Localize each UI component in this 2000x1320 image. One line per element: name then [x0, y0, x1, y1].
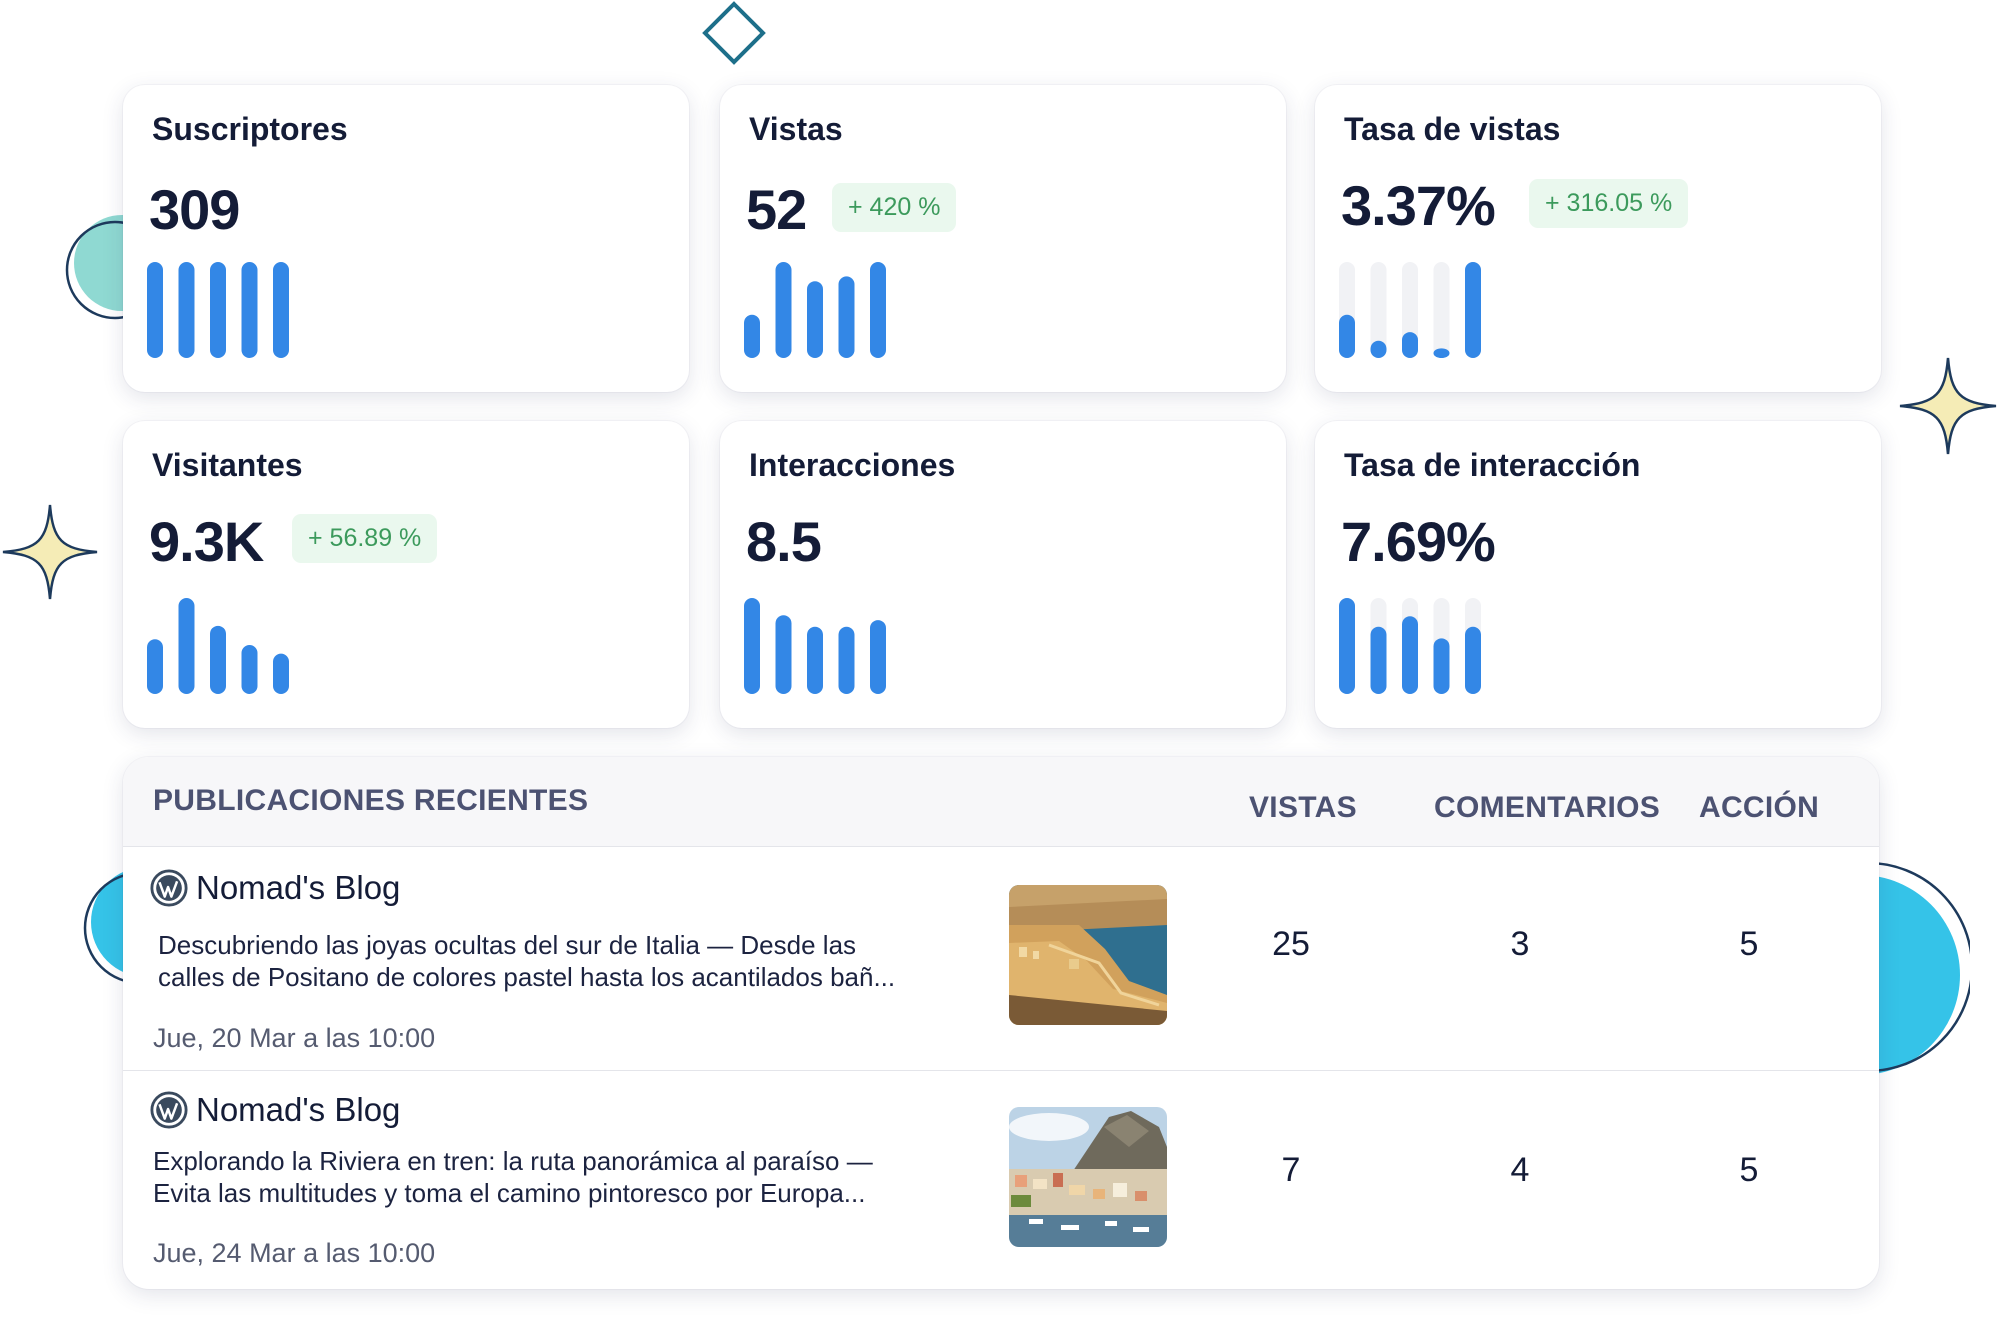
action-count[interactable]: 5 — [1739, 1151, 1759, 1189]
metric-bar — [241, 262, 258, 358]
metric-bar — [838, 276, 855, 358]
metric-title: Vistas — [749, 111, 843, 147]
metric-bar-chart — [744, 262, 886, 358]
metric-bar — [1465, 626, 1481, 694]
sparkle-icon — [2, 504, 98, 600]
comments-count: 3 — [1510, 925, 1530, 963]
post-excerpt-line: Explorando la Riviera en tren: la ruta p… — [153, 1146, 873, 1176]
header-views[interactable]: VISTAS — [1249, 791, 1357, 824]
header-comments[interactable]: COMENTARIOS — [1434, 791, 1661, 824]
metric-title: Visitantes — [152, 447, 303, 483]
metric-bar-chart — [744, 598, 886, 694]
action-count[interactable]: 5 — [1739, 925, 1759, 963]
bar-track — [1433, 262, 1450, 358]
metric-value: 9.3K — [149, 510, 264, 573]
metric-bar — [147, 262, 163, 358]
metric-bar — [807, 281, 823, 358]
post-excerpt-line: Descubriendo las joyas ocultas del sur d… — [158, 930, 857, 960]
metric-title: Tasa de interacción — [1344, 447, 1641, 483]
metric-bar — [178, 598, 195, 694]
table-row[interactable]: Nomad's Blog Descubriendo las joyas ocul… — [123, 847, 1879, 1067]
bar-track — [1370, 262, 1387, 358]
post-thumbnail[interactable] — [1009, 1107, 1167, 1247]
table-header: PUBLICACIONES RECIENTES VISTAS COMENTARI… — [123, 757, 1879, 847]
metric-card-views: Vistas 52 + 420 % — [720, 85, 1286, 392]
metric-bar — [870, 620, 886, 694]
wordpress-icon — [150, 869, 188, 907]
post-date: Jue, 24 Mar a las 10:00 — [153, 1238, 436, 1268]
header-recent-posts: PUBLICACIONES RECIENTES — [153, 784, 589, 817]
metric-bar — [210, 262, 226, 358]
metric-bar — [775, 615, 792, 694]
metric-bar — [1465, 262, 1481, 358]
metric-change-badge: + 420 % — [832, 183, 957, 232]
metric-card-interaction-rate: Tasa de interacción 7.69% — [1315, 421, 1881, 728]
row-divider — [123, 1070, 1879, 1071]
sparkle-icon — [1899, 357, 1997, 455]
metric-bar — [1402, 616, 1418, 694]
metric-bar — [807, 626, 823, 694]
table-row[interactable]: Nomad's Blog Explorando la Riviera en tr… — [123, 1071, 1879, 1289]
metric-bar-chart — [1339, 262, 1481, 358]
metric-bar — [147, 639, 163, 694]
metric-value: 309 — [149, 178, 240, 241]
metric-bar — [1402, 332, 1418, 358]
metric-card-subscribers: Suscriptores 309 — [123, 85, 689, 392]
metric-bar — [775, 262, 792, 358]
header-action[interactable]: ACCIÓN — [1699, 791, 1820, 824]
metric-title: Tasa de vistas — [1344, 111, 1561, 147]
metric-bar — [1433, 348, 1450, 358]
comments-count: 4 — [1510, 1151, 1530, 1189]
metric-bar — [241, 645, 258, 694]
blog-name[interactable]: Nomad's Blog — [196, 1091, 401, 1128]
wordpress-icon — [150, 1091, 188, 1129]
post-excerpt-line: Evita las multitudes y toma el camino pi… — [153, 1178, 866, 1208]
diamond-icon — [702, 1, 766, 65]
metric-value: 52 — [746, 178, 807, 241]
metric-bar — [273, 653, 289, 694]
post-excerpt[interactable]: Explorando la Riviera en tren: la ruta p… — [153, 1145, 993, 1209]
metric-bar — [744, 314, 760, 358]
metric-bar-chart — [1339, 598, 1481, 694]
metric-title: Interacciones — [749, 447, 956, 483]
metric-value: 3.37% — [1341, 174, 1496, 237]
metric-bar — [838, 626, 855, 694]
metric-change-badge: + 56.89 % — [292, 514, 438, 563]
views-count: 7 — [1281, 1151, 1301, 1189]
post-date: Jue, 20 Mar a las 10:00 — [153, 1023, 436, 1053]
metric-bar — [744, 598, 760, 694]
metric-bar — [1370, 626, 1387, 694]
post-excerpt-line: calles de Positano de colores pastel has… — [158, 962, 896, 992]
metric-bar — [1433, 638, 1450, 694]
metric-card-view-rate: Tasa de vistas 3.37% + 316.05 % — [1315, 85, 1881, 392]
metric-change-badge: + 316.05 % — [1529, 179, 1689, 228]
metric-bar-chart — [147, 598, 289, 694]
blog-name[interactable]: Nomad's Blog — [196, 869, 401, 906]
metric-bar — [870, 262, 886, 358]
metric-card-interactions: Interacciones 8.5 — [720, 421, 1286, 728]
post-excerpt[interactable]: Descubriendo las joyas ocultas del sur d… — [158, 929, 998, 993]
metric-bar — [178, 262, 195, 358]
recent-posts-panel: PUBLICACIONES RECIENTES VISTAS COMENTARI… — [123, 757, 1879, 1289]
metric-bar — [210, 625, 226, 694]
metric-bar — [1339, 314, 1355, 358]
metric-card-visitors: Visitantes 9.3K + 56.89 % — [123, 421, 689, 728]
views-count: 25 — [1272, 925, 1310, 963]
metric-value: 8.5 — [746, 510, 822, 573]
metric-bar — [1370, 340, 1387, 358]
metric-bar — [273, 262, 289, 358]
metric-bar-chart — [147, 262, 289, 358]
metric-value: 7.69% — [1341, 510, 1496, 573]
metric-bar — [1339, 598, 1355, 694]
metric-title: Suscriptores — [152, 111, 348, 147]
post-thumbnail[interactable] — [1009, 885, 1167, 1025]
